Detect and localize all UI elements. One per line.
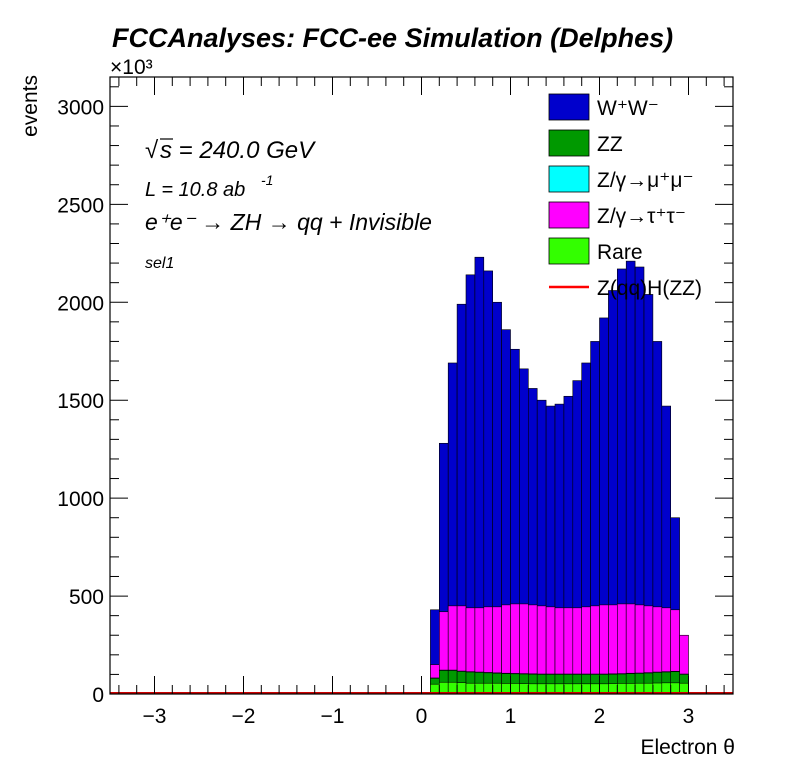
legend: W⁺W⁻ ZZ Z/γ→μ⁺μ⁻ Z/γ→τ⁺τ⁻ Rare Z(qq)H(ZZ): [548, 93, 702, 300]
x-tick-label: 3: [683, 705, 695, 728]
x-tick-label: 2: [594, 705, 606, 728]
legend-label: ZZ: [597, 133, 623, 156]
legend-swatch: [548, 165, 590, 193]
y-tick-label: 2000: [57, 292, 104, 315]
legend-swatch: [548, 201, 590, 229]
legend-label: Z(qq)H(ZZ): [597, 277, 702, 300]
y-tick-label: 500: [69, 586, 104, 609]
x-tick-label: 0: [416, 705, 428, 728]
x-tick-label: 1: [505, 705, 517, 728]
annotation-lumi: L = 10.8 ab -1: [145, 172, 273, 201]
x-tick-label: −2: [232, 705, 256, 728]
legend-label: Z/γ→τ⁺τ⁻: [597, 205, 686, 228]
sqrt-symbol: √: [145, 137, 159, 164]
legend-label: Rare: [597, 241, 643, 264]
y-axis-label: events: [19, 75, 42, 137]
x-axis-label: Electron θ: [640, 736, 735, 759]
y-tick-label: 1500: [57, 390, 104, 413]
y-tick-label: 1000: [57, 488, 104, 511]
y-multiplier-label: ×10³: [110, 56, 153, 79]
y-tick-label: 2500: [57, 194, 104, 217]
x-tick-label: −1: [321, 705, 345, 728]
selection-label: sel1: [145, 255, 174, 272]
lumi-text: L = 10.8 ab: [145, 179, 245, 201]
legend-label: W⁺W⁻: [597, 97, 659, 120]
y-tick-label: 3000: [57, 96, 104, 119]
legend-label: Z/γ→μ⁺μ⁻: [597, 169, 694, 192]
sqrt-s-text: s = 240.0 GeV: [160, 137, 316, 164]
annotation-sqrt-s: √ s = 240.0 GeV: [145, 137, 316, 164]
legend-swatch: [548, 237, 590, 265]
y-tick-label: 0: [92, 684, 104, 707]
x-tick-label: −3: [143, 705, 167, 728]
process-label: e⁺e⁻ → ZH → qq + Invisible: [145, 209, 432, 235]
chart-title: FCCAnalyses: FCC-ee Simulation (Delphes): [112, 23, 673, 53]
lumi-exponent: -1: [261, 172, 273, 188]
legend-swatch: [548, 93, 590, 121]
legend-swatch: [548, 129, 590, 157]
axis-ticks: −3 −2 −1 0 1 2 3 0 500 1000 1500 2000 2500 3000: [57, 77, 733, 728]
